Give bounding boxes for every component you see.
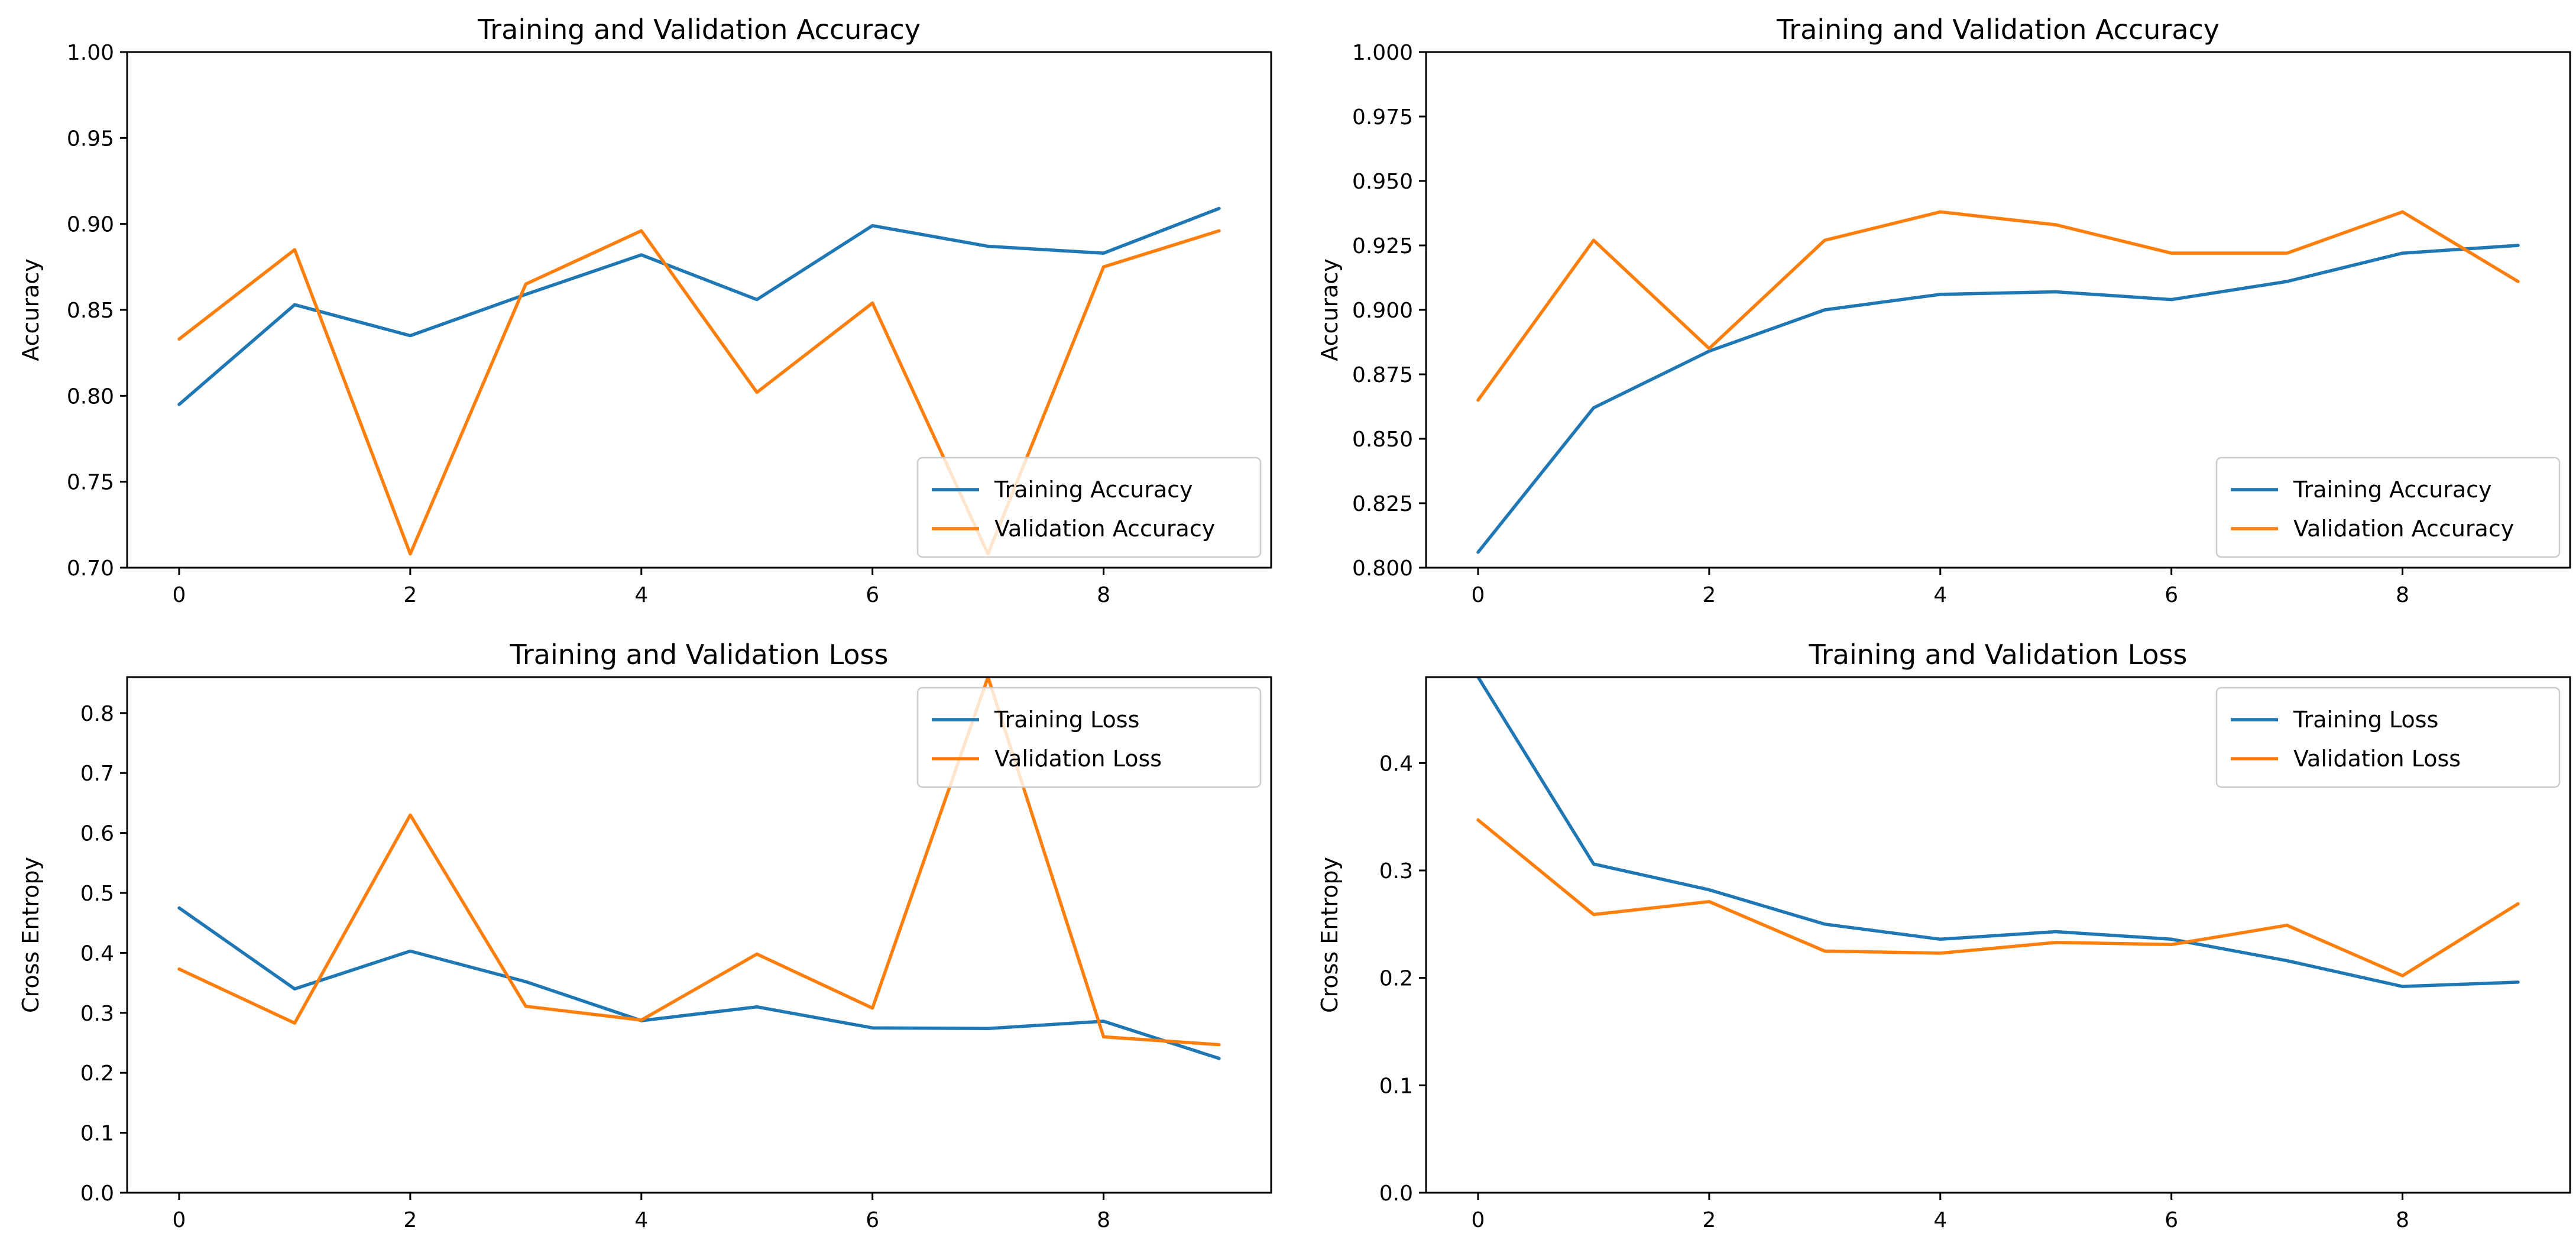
legend-entry: Training Accuracy — [2293, 477, 2492, 503]
y-tick-label: 0.975 — [1352, 105, 1413, 130]
x-tick-label: 8 — [1097, 583, 1110, 607]
legend-box — [916, 457, 1262, 558]
y-tick-label: 0.800 — [1352, 556, 1413, 581]
y-axis-label: Cross Entropy — [1317, 857, 1343, 1013]
y-tick-label: 0.850 — [1352, 428, 1413, 452]
y-tick-label: 0.0 — [80, 1182, 114, 1206]
chart-title: Training and Validation Accuracy — [477, 14, 921, 46]
series-line-validation — [1476, 210, 2520, 402]
y-tick-label: 1.000 — [1352, 41, 1413, 65]
y-tick-label: 0.1 — [1379, 1074, 1413, 1098]
chart-loss-left: Training and Validation Loss Cross Entrop… — [18, 639, 1272, 1232]
x-tick-label: 0 — [173, 583, 186, 607]
x-tick-label: 8 — [2396, 1208, 2409, 1232]
x-tick-label: 4 — [1933, 1208, 1947, 1232]
y-tick-label: 0.925 — [1352, 234, 1413, 258]
y-tick-label: 1.00 — [67, 41, 114, 65]
y-tick-label: 0.950 — [1352, 170, 1413, 194]
x-tick-label: 6 — [866, 583, 879, 607]
x-tick-label: 6 — [866, 1208, 879, 1232]
legend: Training Accuracy Validation Accuracy — [2215, 457, 2561, 558]
x-tick-label: 0 — [1472, 1208, 1485, 1232]
y-tick-label: 0.5 — [80, 882, 114, 906]
x-tick-label: 4 — [634, 583, 648, 607]
x-tick-label: 2 — [1702, 583, 1716, 607]
y-tick-label: 0.875 — [1352, 363, 1413, 387]
series-line-training — [1476, 677, 2520, 988]
chart-accuracy-left: Training and Validation Accuracy Accuracy… — [18, 14, 1272, 607]
chart-title: Training and Validation Loss — [510, 639, 889, 671]
legend: Training Loss Validation Loss — [916, 687, 1262, 788]
x-tick-label: 6 — [2165, 583, 2178, 607]
series-line-training — [177, 206, 1221, 406]
series-line-validation — [177, 229, 1221, 556]
legend-entry: Validation Accuracy — [2293, 516, 2514, 542]
series-line-training — [1476, 244, 2520, 554]
series-line-validation — [177, 677, 1221, 1047]
legend-entry: Validation Loss — [994, 746, 1162, 772]
y-tick-label: 0.6 — [80, 822, 114, 846]
chart-title: Training and Validation Loss — [1809, 639, 2188, 671]
chart-loss-right: Training and Validation Loss Cross Entrop… — [1317, 639, 2571, 1232]
x-tick-label: 6 — [2165, 1208, 2178, 1232]
y-tick-label: 0.900 — [1352, 299, 1413, 323]
y-tick-label: 0.1 — [80, 1122, 114, 1146]
y-axis-label: Accuracy — [18, 258, 44, 361]
x-tick-label: 2 — [403, 1208, 417, 1232]
y-tick-label: 0.4 — [1379, 752, 1413, 776]
y-tick-label: 0.3 — [80, 1002, 114, 1026]
legend-entry: Validation Loss — [2293, 746, 2461, 772]
legend-entry: Training Accuracy — [994, 477, 1193, 503]
chart-title: Training and Validation Accuracy — [1776, 14, 2219, 46]
x-tick-label: 0 — [173, 1208, 186, 1232]
y-tick-label: 0.80 — [67, 384, 114, 409]
y-tick-label: 0.3 — [1379, 859, 1413, 883]
legend: Training Loss Validation Loss — [2215, 687, 2561, 788]
x-tick-label: 2 — [1702, 1208, 1716, 1232]
x-tick-label: 8 — [1097, 1208, 1110, 1232]
y-axis-label: Accuracy — [1317, 258, 1343, 361]
legend-box — [916, 687, 1262, 788]
y-tick-label: 0.825 — [1352, 492, 1413, 516]
y-tick-label: 0.75 — [67, 471, 114, 495]
y-tick-label: 0.70 — [67, 556, 114, 581]
chart-accuracy-right: Training and Validation Accuracy Accuracy… — [1317, 14, 2571, 607]
y-tick-label: 0.95 — [67, 127, 114, 151]
plot-area-frame — [126, 51, 1272, 569]
legend-box — [2215, 687, 2561, 788]
x-tick-label: 0 — [1472, 583, 1485, 607]
x-tick-label: 4 — [1933, 583, 1947, 607]
y-tick-label: 0.2 — [1379, 967, 1413, 991]
plot-area-frame — [126, 676, 1272, 1194]
legend-box — [2215, 457, 2561, 558]
series-line-validation — [1476, 818, 2520, 977]
y-tick-label: 0.90 — [67, 213, 114, 237]
plot-area-frame — [1425, 676, 2571, 1194]
y-tick-label: 0.8 — [80, 702, 114, 726]
y-tick-label: 0.4 — [80, 941, 114, 966]
y-tick-label: 0.7 — [80, 762, 114, 786]
y-axis-label: Cross Entropy — [18, 857, 44, 1013]
series-line-training — [177, 906, 1221, 1060]
legend-entry: Training Loss — [2293, 707, 2438, 733]
x-tick-label: 4 — [634, 1208, 648, 1232]
y-tick-label: 0.2 — [80, 1061, 114, 1086]
x-tick-label: 2 — [403, 583, 417, 607]
legend-entry: Training Loss — [994, 707, 1139, 733]
plot-area-frame — [1425, 51, 2571, 569]
y-tick-label: 0.0 — [1379, 1182, 1413, 1206]
legend: Training Accuracy Validation Accuracy — [916, 457, 1262, 558]
legend-entry: Validation Accuracy — [994, 516, 1215, 542]
y-tick-label: 0.85 — [67, 299, 114, 323]
x-tick-label: 8 — [2396, 583, 2409, 607]
